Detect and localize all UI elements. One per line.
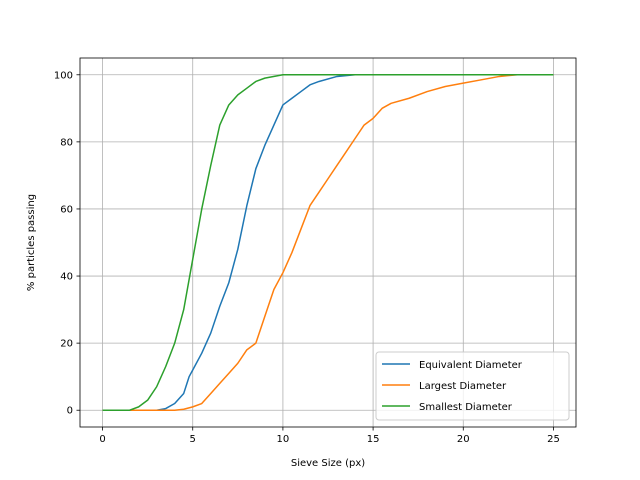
x-tick-label: 25 (547, 434, 560, 445)
x-tick-label: 10 (277, 434, 290, 445)
legend-box (375, 351, 570, 421)
legend: Equivalent Diameter Largest Diameter Sma… (375, 351, 570, 421)
x-tick-label: 5 (190, 434, 196, 445)
legend-label-equivalent-diameter: Equivalent Diameter (419, 360, 523, 371)
legend-label-smallest-diameter: Smallest Diameter (419, 402, 513, 413)
series-line-0 (102, 74, 554, 411)
plot-frame (79, 57, 577, 428)
y-tick-label: 80 (60, 137, 73, 148)
x-axis-ticks: 0 5 10 15 20 25 (99, 427, 560, 445)
y-tick-label: 20 (60, 339, 73, 350)
y-tick-label: 0 (67, 406, 73, 417)
x-tick-label: 0 (99, 434, 105, 445)
series-lines (102, 74, 554, 411)
x-tick-label: 15 (367, 434, 380, 445)
y-axis-label: % particles passing (26, 194, 37, 291)
series-line-2 (102, 74, 554, 411)
y-tick-label: 40 (60, 272, 73, 283)
y-tick-label: 60 (60, 204, 73, 215)
y-axis-ticks: 0 20 40 60 80 100 (54, 70, 80, 417)
series-line-1 (102, 74, 554, 411)
x-tick-label: 20 (457, 434, 470, 445)
y-tick-label: 100 (54, 70, 73, 81)
legend-label-largest-diameter: Largest Diameter (419, 381, 507, 392)
x-axis-label: Sieve Size (px) (291, 458, 365, 469)
